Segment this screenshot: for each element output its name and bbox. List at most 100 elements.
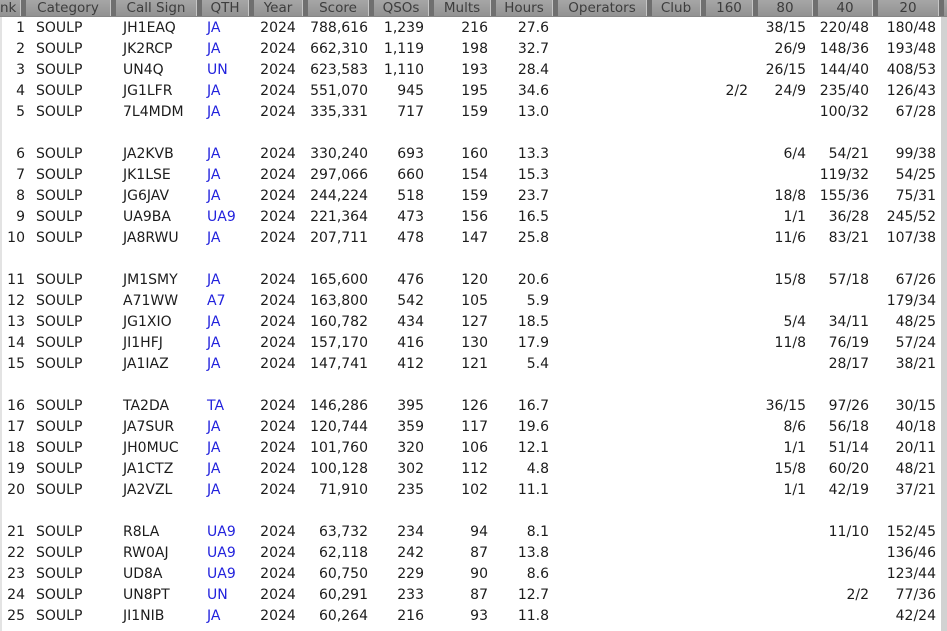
cell-callsign: UN8PT (123, 586, 170, 603)
cell-b160 (706, 38, 758, 59)
cell-b80: 1/1 (783, 481, 806, 498)
cell-b80: 15/8 (774, 271, 806, 288)
cell-qth[interactable]: JA (207, 439, 221, 456)
cell-category: SOULP (36, 334, 83, 351)
cell-club (652, 395, 706, 416)
cell-qth[interactable]: JA (207, 187, 221, 204)
table-row: 1 SOULP JH1EAQ JA 2024 788,616 1,239 216 27.6 38/… (0, 17, 944, 38)
cell-mults: 127 (461, 313, 488, 330)
cell-qth[interactable]: TA (207, 397, 225, 414)
cell-b20: 30/15 (895, 397, 936, 414)
cell-callsign: JA8RWU (123, 229, 179, 246)
cell-hours: 11.8 (517, 607, 549, 624)
cell-b80 (758, 101, 818, 122)
cell-qth[interactable]: JA (207, 355, 221, 372)
cell-operators (558, 395, 652, 416)
cell-qth[interactable]: JA (207, 103, 221, 120)
results-table-header: nk Category Call Sign QTH Year Score QSOs Mults… (0, 0, 947, 17)
cell-callsign: UD8A (123, 565, 163, 582)
cell-club (652, 164, 706, 185)
cell-qth[interactable]: UN (207, 586, 228, 603)
header-cell-qth: QTH (210, 0, 240, 16)
cell-rank: 7 (16, 166, 25, 183)
cell-year: 2024 (260, 418, 296, 435)
header-column-separator (490, 0, 496, 16)
cell-qth[interactable]: A7 (207, 292, 226, 309)
group-gap-row (0, 122, 944, 143)
cell-hours: 15.3 (517, 166, 549, 183)
cell-b160 (706, 143, 758, 164)
cell-callsign: UN4Q (123, 61, 164, 78)
cell-b160 (706, 416, 758, 437)
cell-qsos: 216 (397, 607, 424, 624)
cell-hours: 4.8 (526, 460, 549, 477)
cell-hours: 18.5 (517, 313, 549, 330)
table-row: 23 SOULP UD8A UA9 2024 60,750 229 90 8.6 123/44 (0, 563, 944, 584)
cell-qth[interactable]: JA (207, 460, 221, 477)
cell-qth[interactable]: JA (207, 313, 221, 330)
cell-qth[interactable]: JA (207, 40, 221, 57)
cell-qth[interactable]: UA9 (207, 523, 236, 540)
cell-b20: 107/38 (886, 229, 936, 246)
cell-callsign: JH1EAQ (123, 19, 176, 36)
cell-hours: 5.9 (526, 292, 549, 309)
cell-club (652, 206, 706, 227)
cell-year: 2024 (260, 565, 296, 582)
cell-year: 2024 (260, 439, 296, 456)
cell-qth[interactable]: JA (207, 145, 221, 162)
header-cell-category: Category (37, 0, 99, 16)
cell-mults: 102 (461, 481, 488, 498)
cell-category: SOULP (36, 523, 83, 540)
cell-club (652, 80, 706, 101)
cell-category: SOULP (36, 208, 83, 225)
cell-qth[interactable]: UA9 (207, 544, 236, 561)
cell-b80: 38/15 (765, 19, 806, 36)
cell-club (652, 563, 706, 584)
cell-b160 (706, 164, 758, 185)
cell-operators (558, 437, 652, 458)
cell-b160 (706, 584, 758, 605)
cell-category: SOULP (36, 481, 83, 498)
cell-qth[interactable]: JA (207, 19, 221, 36)
cell-rank: 22 (7, 544, 25, 561)
table-row: 15 SOULP JA1IAZ JA 2024 147,741 412 121 5.4 28/17… (0, 353, 944, 374)
cell-category: SOULP (36, 397, 83, 414)
cell-rank: 24 (7, 586, 25, 603)
cell-mults: 94 (470, 523, 488, 540)
cell-qth[interactable]: JA (207, 334, 221, 351)
cell-category: SOULP (36, 607, 83, 624)
cell-rank: 4 (16, 82, 25, 99)
cell-b80 (758, 353, 818, 374)
group-gap-row (0, 248, 944, 269)
cell-hours: 20.6 (517, 271, 549, 288)
cell-rank: 2 (16, 40, 25, 57)
cell-year: 2024 (260, 586, 296, 603)
cell-mults: 154 (461, 166, 488, 183)
cell-qth[interactable]: JA (207, 166, 221, 183)
cell-callsign: JA7SUR (123, 418, 175, 435)
cell-qth[interactable]: UN (207, 61, 228, 78)
cell-mults: 105 (461, 292, 488, 309)
cell-qth[interactable]: JA (207, 82, 221, 99)
cell-rank: 13 (7, 313, 25, 330)
cell-b40: 28/17 (828, 355, 869, 372)
cell-year: 2024 (260, 229, 296, 246)
table-left-border (0, 17, 2, 631)
cell-b20: 67/28 (895, 103, 936, 120)
cell-club (652, 185, 706, 206)
cell-mults: 112 (461, 460, 488, 477)
cell-club (652, 521, 706, 542)
table-row: 19 SOULP JA1CTZ JA 2024 100,128 302 112 4.8 15/8 6… (0, 458, 944, 479)
cell-qth[interactable]: UA9 (207, 208, 236, 225)
cell-category: SOULP (36, 166, 83, 183)
cell-qth[interactable]: JA (207, 607, 221, 624)
table-row: 4 SOULP JG1LFR JA 2024 551,070 945 195 34.6 2/2 24… (0, 80, 944, 101)
cell-qth[interactable]: JA (207, 229, 221, 246)
cell-qth[interactable]: JA (207, 418, 221, 435)
cell-qth[interactable]: JA (207, 271, 221, 288)
cell-b40: 2/2 (846, 586, 869, 603)
cell-qth[interactable]: UA9 (207, 565, 236, 582)
cell-category: SOULP (36, 439, 83, 456)
cell-qth[interactable]: JA (207, 481, 221, 498)
cell-qsos: 660 (397, 166, 424, 183)
